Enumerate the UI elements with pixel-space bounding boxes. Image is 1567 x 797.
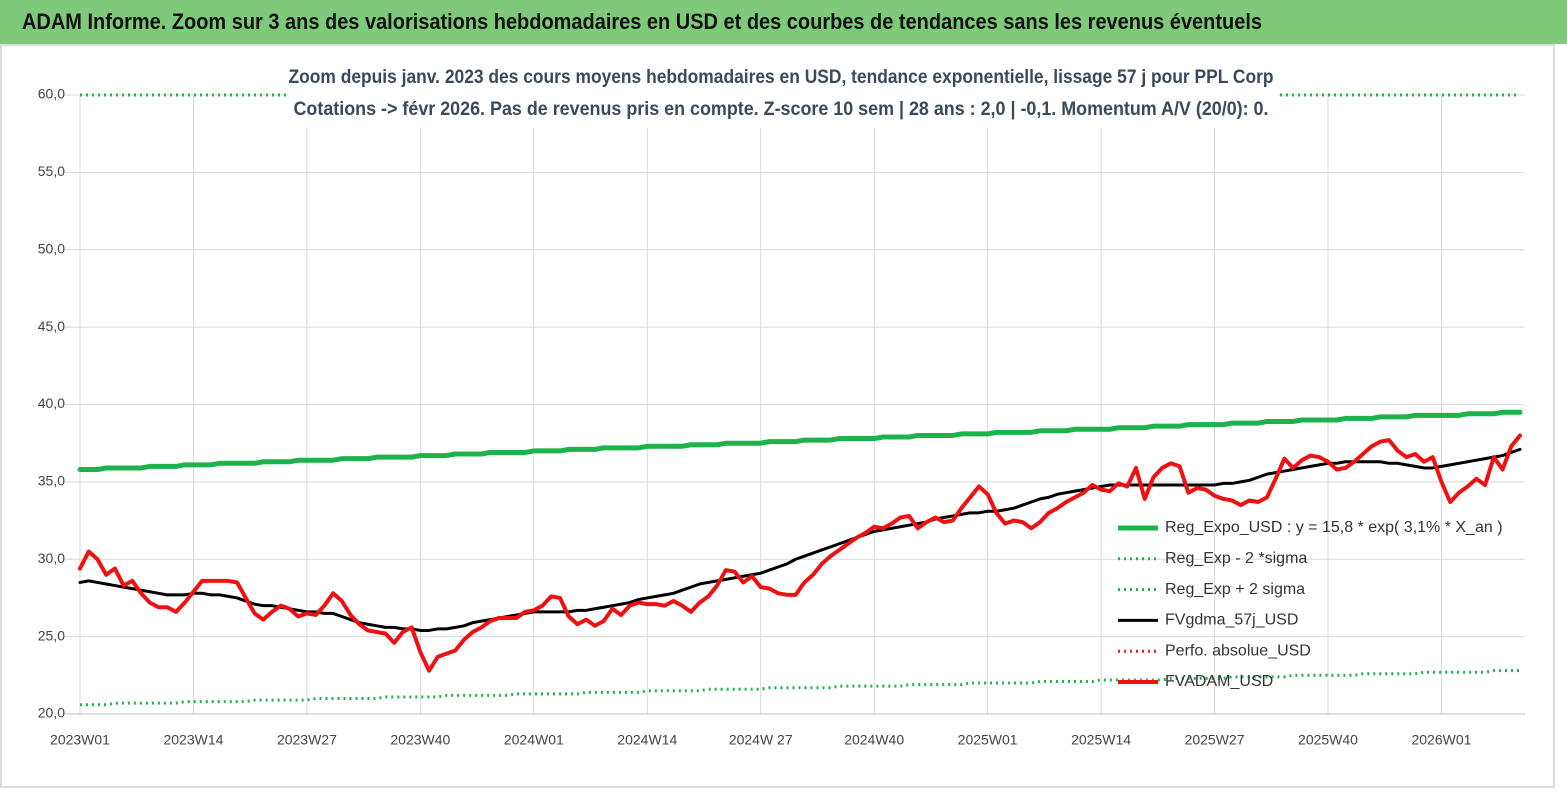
plot: 20,0 25,0 30,0 35,0 40,0 45,0 50,0 55,0 60,0 2023… [38, 86, 1525, 748]
y-tick-label: 30,0 [38, 550, 65, 566]
legend-label: Reg_Expo_USD : y = 15,8 * exp( 3,1% * X_… [1165, 519, 1503, 536]
x-tick-label: 2023W40 [390, 732, 450, 748]
y-tick-label: 60,0 [38, 86, 65, 102]
x-tick-label: 2023W14 [163, 732, 223, 748]
title-box [288, 60, 1278, 128]
legend-label: Reg_Exp + 2 sigma [1165, 581, 1305, 598]
header-bar [0, 0, 1567, 44]
legend-label: Perfo. absolue_USD [1165, 642, 1311, 659]
x-tick-label: 2024W14 [617, 732, 677, 748]
y-tick-label: 20,0 [38, 705, 65, 721]
chart-frame [0, 44, 1555, 788]
y-tick-label: 40,0 [38, 395, 65, 411]
series-line [78, 433, 1522, 673]
y-tick-label: 50,0 [38, 240, 65, 256]
header-title: ADAM Informe. Zoom sur 3 ans des valoris… [22, 9, 1262, 34]
y-tick-label: 55,0 [38, 163, 65, 179]
x-tick-label: 2025W27 [1185, 732, 1245, 748]
legend-label: FVADAM_USD [1165, 673, 1273, 690]
legend-label: Reg_Exp - 2 *sigma [1165, 550, 1307, 567]
x-tick-label: 2025W14 [1071, 732, 1131, 748]
x-tick-label: 2024W01 [504, 732, 564, 748]
x-tick-label: 2026W01 [1411, 732, 1471, 748]
chart-title: Zoom depuis janv. 2023 des cours moyens … [289, 67, 1274, 88]
y-tick-label: 45,0 [38, 318, 65, 334]
x-tick-label: 2025W01 [958, 732, 1018, 748]
series-line [77, 409, 1523, 472]
legend: Reg_Expo_USD : y = 15,8 * exp( 3,1% * X_… [1118, 519, 1503, 690]
x-tick-label: 2024W40 [844, 732, 904, 748]
legend-label: FVgdma_57j_USD [1165, 612, 1298, 629]
y-tick-label: 25,0 [38, 627, 65, 643]
x-tick-label: 2023W01 [50, 732, 110, 748]
x-tick-label: 2023W27 [277, 732, 337, 748]
x-tick-label: 2024W 27 [729, 732, 793, 748]
x-tick-label: 2025W40 [1298, 732, 1358, 748]
y-tick-label: 35,0 [38, 473, 65, 489]
series-line [80, 669, 1520, 707]
chart-subtitle: Cotations -> févr 2026. Pas de revenus p… [294, 99, 1269, 120]
